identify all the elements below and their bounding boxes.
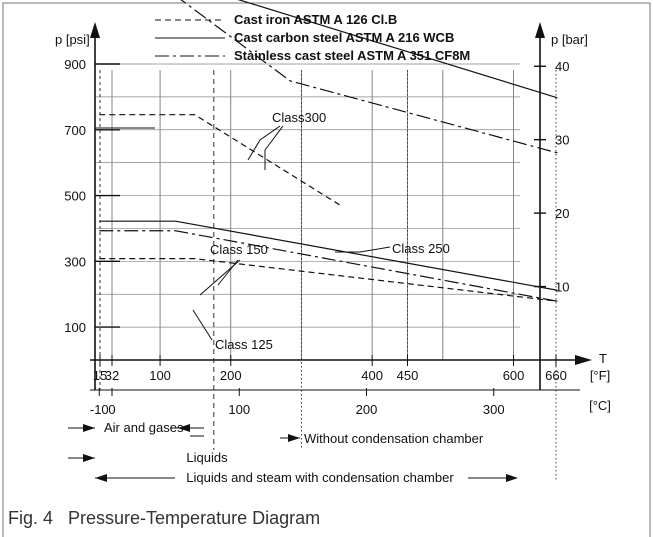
legend-label-1: Cast iron ASTM A 126 Cl.B (234, 12, 397, 27)
y-left-tick-label: 700 (64, 123, 86, 138)
y-left-label: p [psi] (55, 32, 90, 47)
y-right-tick-label: 20 (555, 206, 569, 221)
series-line-2 (180, 0, 558, 154)
x-bottom-tick-label: -10 (90, 402, 109, 417)
label-class150: Class 150 (210, 242, 268, 257)
range-liquids-label: Liquids (186, 450, 228, 465)
y-left-tick-label: 300 (64, 254, 86, 269)
y-right-tick-label: 50 (555, 0, 569, 1)
x-bottom-unit: [°C] (589, 398, 611, 413)
x-axis-arrow (575, 355, 592, 365)
range-air-arrow-right (178, 424, 190, 432)
x-top-tick-label: 450 (397, 368, 419, 383)
x-top-tick-label: 100 (149, 368, 171, 383)
x-bottom-tick-label: 200 (356, 402, 378, 417)
leader-class150-b (199, 259, 241, 296)
x-top-tick-label: 15 (93, 368, 107, 383)
range-air-arrow-left (83, 424, 95, 432)
series-line-4 (99, 220, 558, 291)
x-top-tick-label: 600 (503, 368, 525, 383)
x-top-tick-label: 660 (545, 368, 567, 383)
y-right-label: p [bar] (551, 32, 588, 47)
legend-label-3: Stainless cast steel ASTM A 351 CF8M (234, 48, 470, 63)
x-bottom-tick-label: 0 (108, 402, 115, 417)
y-left-tick-label: 900 (64, 57, 86, 72)
y-left-tick-label: 500 (64, 189, 86, 204)
label-class125: Class 125 (215, 337, 273, 352)
range-nocond-label: Without condensation chamber (304, 431, 484, 446)
y-axis-right-arrow (535, 22, 545, 38)
series-line-6 (99, 258, 558, 302)
x-top-tick-label: 200 (220, 368, 242, 383)
series-line-1 (237, 0, 558, 99)
leader-class300-a (247, 125, 281, 161)
y-axis-left-arrow (90, 22, 100, 38)
x-bottom-tick-label: 300 (483, 402, 505, 417)
leader-class125 (192, 309, 213, 341)
leader-class250 (335, 246, 391, 253)
y-right-tick-label: 40 (555, 59, 569, 74)
range-air-label: Air and gases (104, 420, 184, 435)
label-class250: Class 250 (392, 241, 450, 256)
x-bottom-tick-label: 100 (228, 402, 250, 417)
leader-class300-b (264, 125, 284, 170)
y-right-tick-label: 10 (555, 280, 569, 295)
label-class300: Class300 (272, 110, 326, 125)
range-steam-label: Liquids and steam with condensation cham… (186, 470, 454, 485)
series-line-3 (99, 114, 342, 207)
y-left-tick-label: 100 (64, 320, 86, 335)
range-liquids-arrow-left (83, 454, 95, 462)
range-steam-arrow-right (506, 474, 518, 482)
range-steam-arrow-left (95, 474, 107, 482)
x-top-tick-label: 400 (361, 368, 383, 383)
legend-label-2: Cast carbon steel ASTM A 216 WCB (234, 30, 454, 45)
x-axis-letter: T (599, 351, 607, 366)
series-line-5 (99, 230, 558, 302)
figure-caption: Fig. 4 Pressure-Temperature Diagram (8, 508, 321, 528)
x-top-tick-label: 32 (105, 368, 119, 383)
y-right-tick-label: 30 (555, 133, 569, 148)
x-top-unit: [°F] (590, 368, 610, 383)
